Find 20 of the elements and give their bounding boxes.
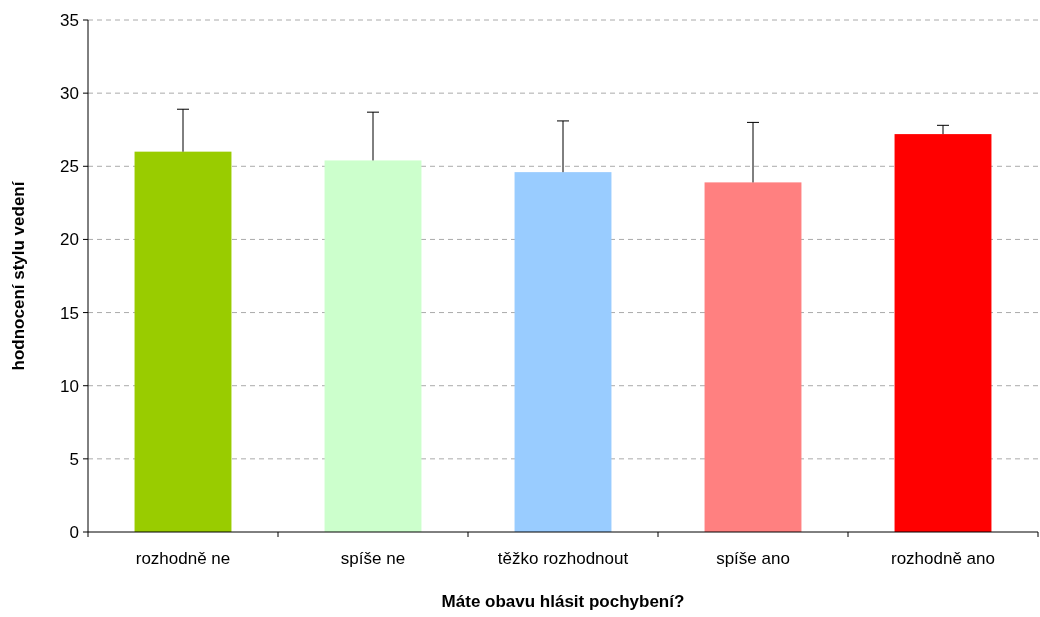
bar <box>514 172 612 532</box>
y-tick-label: 10 <box>60 376 79 396</box>
bar <box>894 134 992 532</box>
x-tick-label: těžko rozhodnout <box>497 549 629 568</box>
x-tick-label: rozhodně ne <box>135 549 231 568</box>
x-tick-label: rozhodně ano <box>891 549 995 568</box>
y-tick-label: 0 <box>69 522 79 542</box>
y-tick-label: 20 <box>60 230 79 250</box>
bar <box>134 151 232 532</box>
bar <box>324 160 422 532</box>
x-tick-label: spíše ne <box>340 549 406 568</box>
x-tick-label: spíše ano <box>716 549 790 568</box>
y-tick-label: 25 <box>60 157 79 177</box>
x-axis-title: Máte obavu hlásit pochybení? <box>441 592 685 611</box>
bar <box>704 182 802 532</box>
y-tick-label: 5 <box>69 449 79 469</box>
y-tick-label: 15 <box>60 303 79 323</box>
y-tick-label: 30 <box>60 84 79 104</box>
y-axis-title: hodnocení stylu vedení <box>9 180 28 371</box>
y-tick-label: 35 <box>60 10 79 30</box>
